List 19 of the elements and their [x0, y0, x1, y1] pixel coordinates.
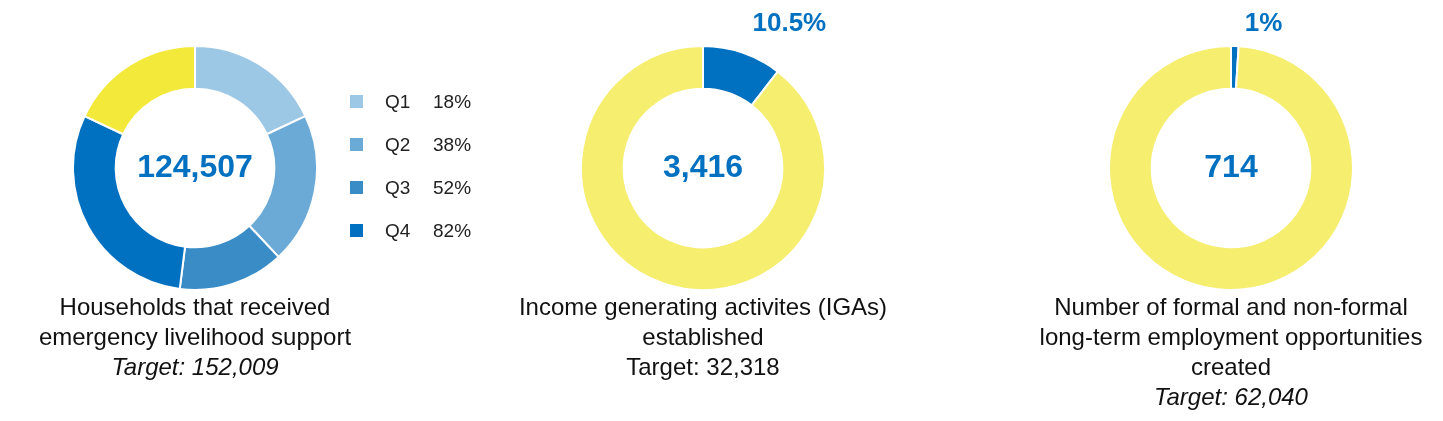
text: Number of formal and non-formal long-term employment opportunities created	[1038, 292, 1424, 382]
text: 124,507	[137, 147, 253, 184]
text: 714	[1204, 147, 1258, 184]
text: Target: 62,040	[1153, 382, 1309, 412]
text: Households that received emergency livelihood support	[37, 292, 353, 352]
text: 38%	[433, 133, 472, 156]
text: Income generating activites (IGAs) established	[517, 292, 889, 352]
legend-label: Q1	[385, 90, 412, 113]
legend-label: Q2	[385, 133, 412, 156]
text: Target: 152,009	[110, 352, 280, 382]
legend-label: Q3	[385, 176, 412, 199]
text: 18%	[433, 90, 472, 113]
text: 82%	[433, 219, 472, 242]
data-label: 10.5%	[752, 7, 827, 38]
text: 52%	[433, 176, 472, 199]
data-label: 1%	[1244, 7, 1283, 38]
legend-label: Q4	[385, 219, 412, 242]
text: Target: 32,318	[625, 352, 781, 382]
text: 3,416	[662, 147, 744, 184]
